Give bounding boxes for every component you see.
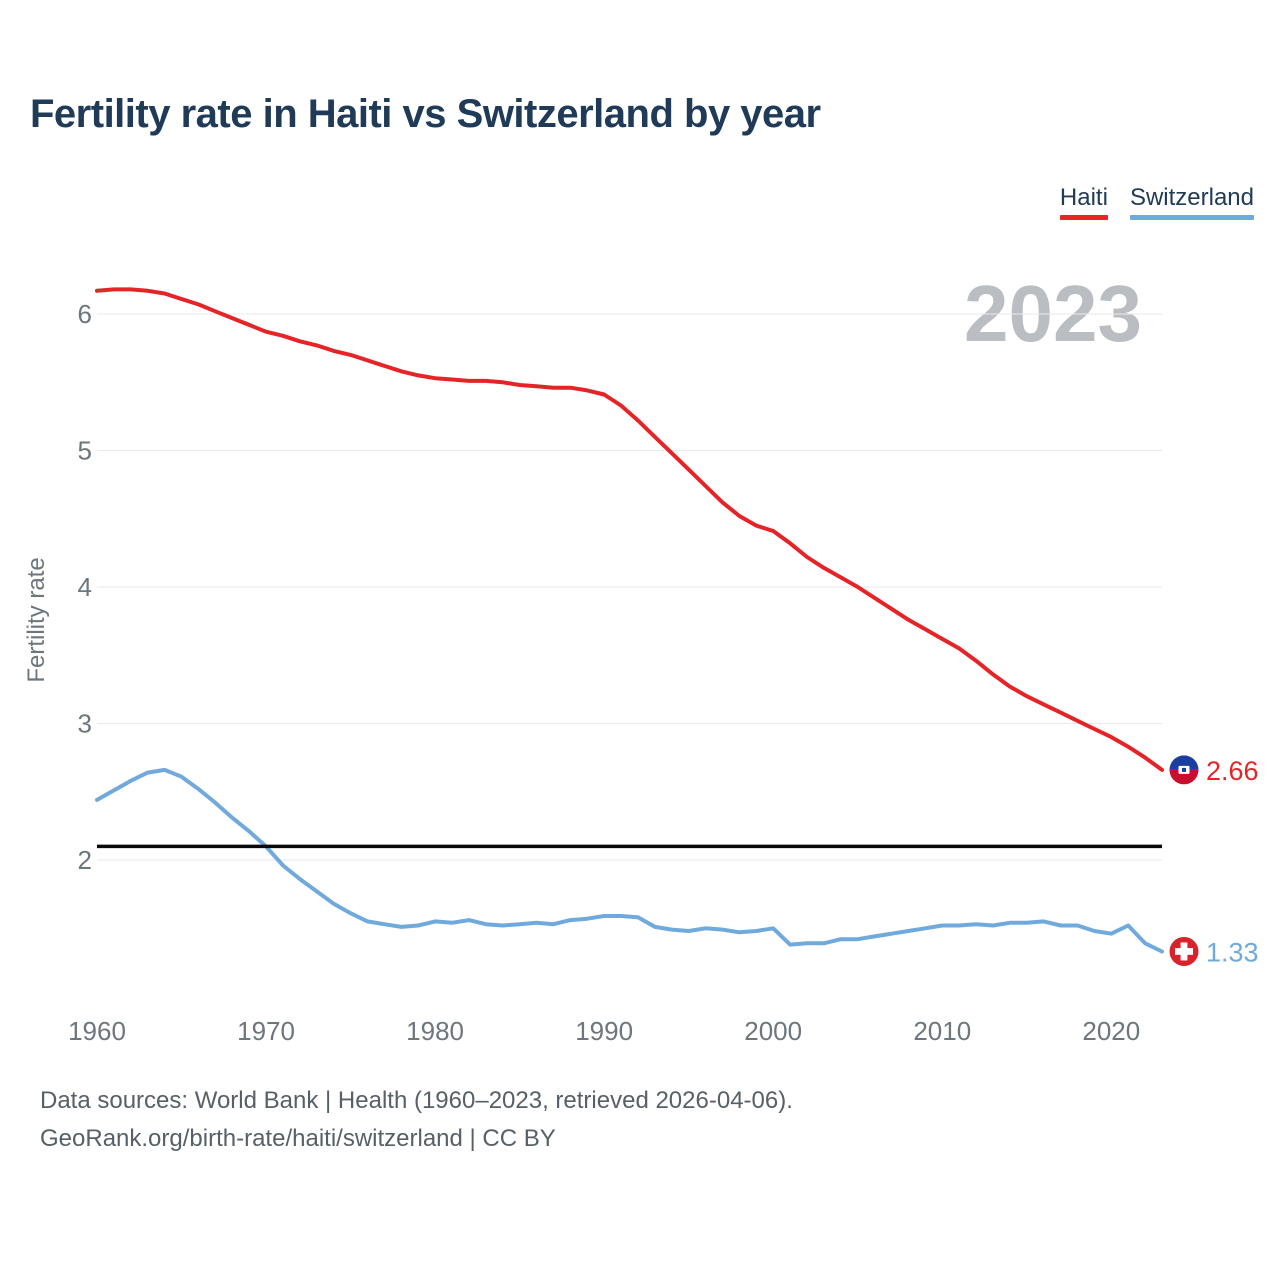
switzerland-end-value-label: 1.33: [1206, 937, 1259, 967]
y-tick-label: 6: [78, 299, 92, 329]
haiti-flag-bottom: [1169, 769, 1199, 785]
switzerland-series-line[interactable]: [95, 767, 1164, 954]
x-tick-label: 1960: [68, 1016, 126, 1046]
gridlines-group: [97, 313, 1162, 861]
y-tick-labels-group: 2 3 4 5 6: [78, 299, 92, 875]
x-tick-label: 2000: [744, 1016, 802, 1046]
legend-label-switzerland: Switzerland: [1129, 184, 1254, 211]
x-tick-label: 2020: [1082, 1016, 1140, 1046]
footer: Data sources: World Bank | Health (1960–…: [40, 1082, 793, 1158]
end-value-labels-group: 2.66 1.33: [1206, 756, 1259, 968]
chart-title: Fertility rate in Haiti vs Switzerland b…: [30, 92, 821, 136]
footer-attribution: GeoRank.org/birth-rate/haiti/switzerland…: [40, 1125, 556, 1152]
switzerland-flag-marker[interactable]: [1169, 936, 1199, 966]
legend: Haiti Switzerland: [1059, 184, 1254, 220]
y-tick-label: 5: [78, 436, 92, 466]
series-lines-group: [95, 287, 1164, 954]
x-tick-label: 1980: [406, 1016, 464, 1046]
legend-item-switzerland[interactable]: Switzerland: [1129, 184, 1254, 220]
y-tick-label: 2: [78, 845, 92, 875]
haiti-flag-top: [1169, 755, 1199, 770]
footer-data-sources: Data sources: World Bank | Health (1960–…: [40, 1087, 793, 1114]
haiti-flag-marker[interactable]: [1169, 755, 1199, 785]
end-markers-group: [1169, 755, 1199, 966]
y-tick-label: 4: [78, 572, 92, 602]
legend-underline-switzerland: [1129, 215, 1254, 220]
haiti-series-line[interactable]: [95, 287, 1164, 772]
x-tick-label: 2010: [913, 1016, 971, 1046]
legend-item-haiti[interactable]: Haiti: [1059, 184, 1108, 220]
legend-label-haiti: Haiti: [1059, 184, 1108, 211]
x-tick-label: 1990: [575, 1016, 633, 1046]
haiti-end-value-label: 2.66: [1206, 756, 1259, 786]
haiti-flag-emblem-detail: [1182, 767, 1186, 772]
x-tick-label: 1970: [237, 1016, 295, 1046]
x-tick-labels-group: 1960 1970 1980 1990 2000 2010 2020: [68, 1016, 1140, 1046]
legend-underline-haiti: [1059, 215, 1108, 220]
y-axis-title: Fertility rate: [23, 557, 50, 682]
swiss-cross-horizontal: [1175, 948, 1193, 955]
y-tick-label: 3: [78, 709, 92, 739]
